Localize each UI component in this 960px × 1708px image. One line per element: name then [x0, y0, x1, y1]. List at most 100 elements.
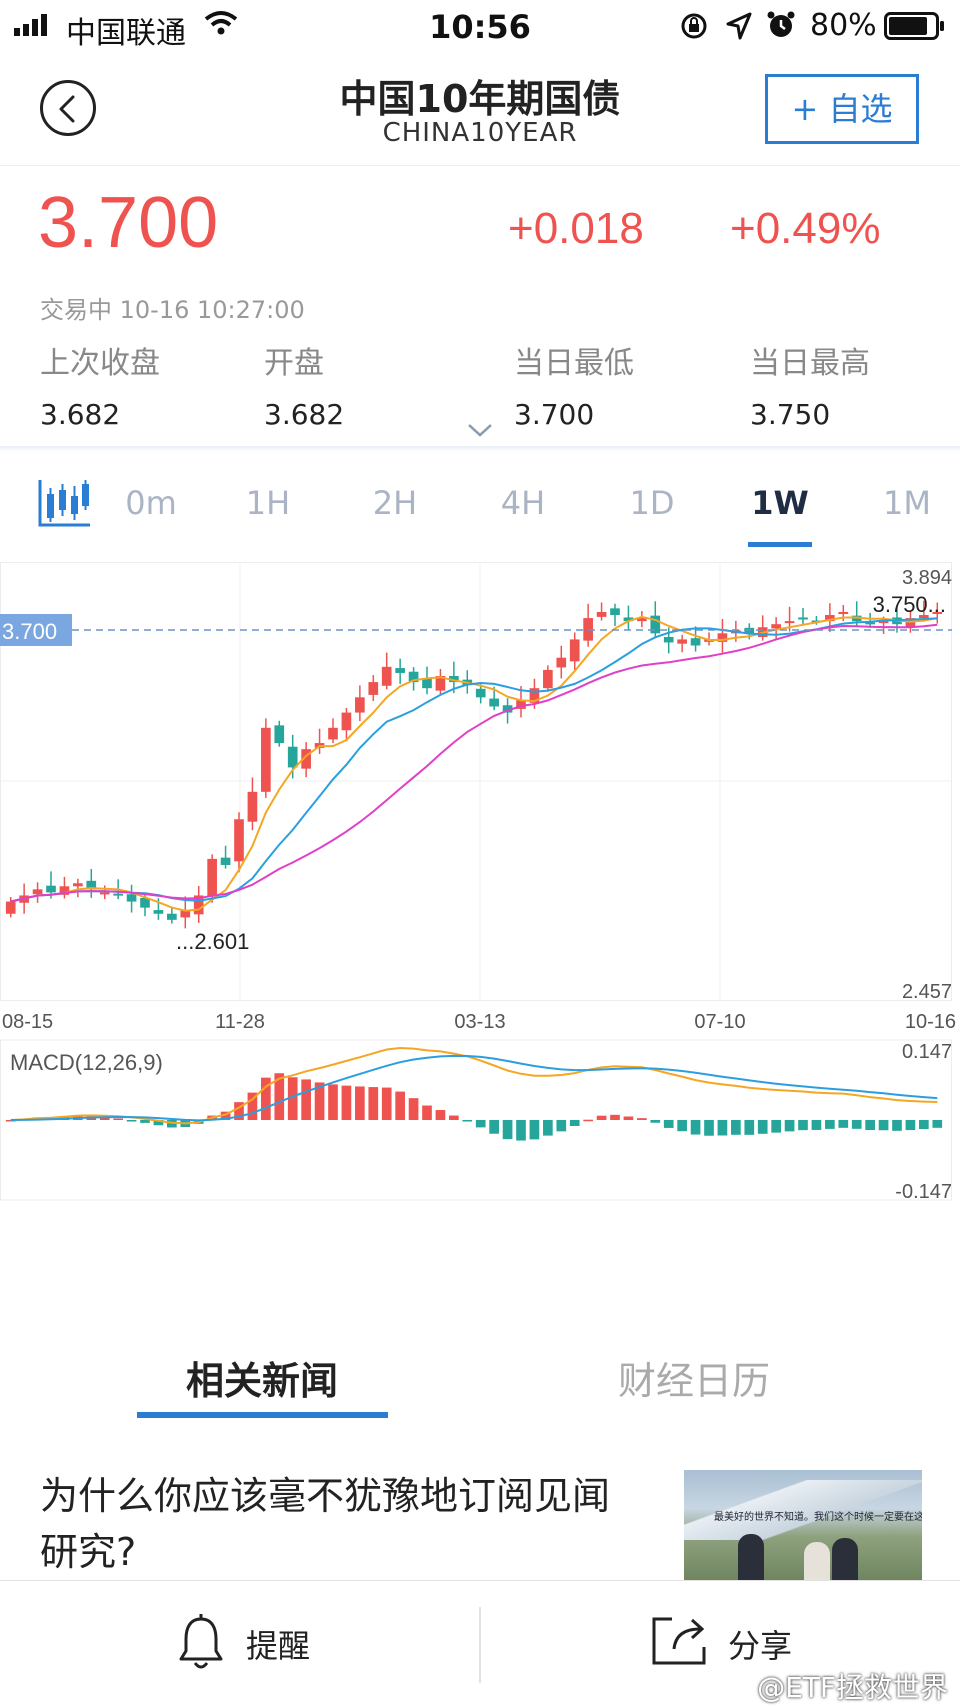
- macd-bar: [140, 1120, 150, 1123]
- macd-bar: [731, 1120, 741, 1135]
- macd-bar: [529, 1120, 540, 1140]
- add-to-watchlist-button[interactable]: + 自选: [765, 74, 919, 144]
- remind-label: 提醒: [246, 1627, 311, 1665]
- x-label: 03-13: [454, 1011, 505, 1033]
- macd-top-label: 0.147: [902, 1041, 952, 1063]
- macd-dif-line: [10, 1046, 938, 1125]
- macd-bar: [395, 1091, 405, 1120]
- macd-bar: [784, 1120, 795, 1132]
- candle-body: [355, 697, 365, 713]
- macd-bar: [717, 1120, 728, 1136]
- carrier-name: 中国联通: [66, 16, 186, 51]
- candle-body: [865, 622, 875, 625]
- macd-bar: [610, 1114, 620, 1120]
- candle-body: [86, 880, 97, 890]
- stat-day-low: 当日最低 3.700: [514, 338, 634, 431]
- chevron-down-icon[interactable]: [466, 422, 494, 438]
- macd-bar: [153, 1120, 164, 1126]
- macd-lines: [10, 1046, 938, 1125]
- bottom-toolbar: 提醒 分享: [0, 1580, 960, 1708]
- macd-histogram: [5, 1073, 943, 1141]
- macd-bar: [113, 1118, 123, 1120]
- macd-border: [0, 1039, 952, 1201]
- active-tab-indicator: [748, 542, 812, 547]
- candles: [5, 600, 943, 929]
- macd-bar: [516, 1120, 526, 1141]
- macd-bar: [234, 1102, 244, 1120]
- current-price-tag: [0, 614, 72, 646]
- candle-body: [475, 688, 486, 698]
- chart-canvas: 3.700 3.894 3.750... ...2.601 2.457 08-1…: [0, 562, 956, 1203]
- tab-2h[interactable]: 2H: [372, 484, 418, 522]
- candle-body: [167, 913, 177, 920]
- tab-4h[interactable]: 4H: [500, 484, 546, 522]
- thumbnail-caption: 最美好的世界不知道。我们这个时候一定要在这边好好。: [714, 1512, 922, 1523]
- macd-dea-line: [10, 1054, 938, 1122]
- macd-bar: [932, 1120, 943, 1128]
- macd-bar: [851, 1120, 862, 1129]
- news-item[interactable]: 为什么你应该毫不犹豫地订阅见闻研究? 最美好的世界不知道。我们这个时候一定要在这…: [0, 1450, 960, 1580]
- tab-1m[interactable]: 1M: [883, 484, 931, 522]
- candle-body: [32, 889, 43, 895]
- stat-label: 当日最高: [750, 346, 870, 381]
- macd-bar: [247, 1092, 258, 1120]
- location-icon: [726, 12, 752, 40]
- candle-body: [919, 615, 929, 619]
- stat-label: 开盘: [264, 346, 324, 381]
- macd-bar: [274, 1073, 285, 1120]
- clock: 10:56: [429, 8, 531, 46]
- candle-body: [663, 636, 674, 643]
- candle-body: [932, 611, 943, 614]
- candle-body: [99, 892, 110, 895]
- macd-bar: [892, 1120, 902, 1131]
- tab-related-news[interactable]: 相关新闻: [186, 1359, 339, 1403]
- stat-day-high: 当日最高 3.750: [750, 338, 870, 431]
- signal-icon: [14, 14, 47, 36]
- macd-bar: [663, 1120, 674, 1128]
- stat-value: 3.750: [750, 398, 831, 431]
- x-label: 07-10: [694, 1011, 745, 1033]
- candle-body: [489, 698, 499, 707]
- tab-1d[interactable]: 1D: [629, 484, 675, 522]
- macd-bar: [287, 1077, 298, 1120]
- news-headline[interactable]: 为什么你应该毫不犹豫地订阅见闻研究?: [40, 1474, 611, 1574]
- tab-economic-calendar[interactable]: 财经日历: [618, 1359, 771, 1403]
- tab-1w[interactable]: 1W: [751, 484, 809, 522]
- macd-bar: [825, 1120, 835, 1129]
- candle-body: [395, 668, 405, 673]
- bell-icon: [179, 1614, 223, 1669]
- alarm-icon: [767, 11, 795, 37]
- macd-bar: [757, 1120, 768, 1134]
- price-change-percent: +0.49%: [730, 204, 881, 253]
- macd-bar: [905, 1120, 916, 1131]
- candle-body: [677, 639, 687, 644]
- share-icon: [652, 1617, 706, 1665]
- macd-bar: [744, 1120, 755, 1135]
- macd-bar: [543, 1120, 553, 1136]
- candlestick-chart-icon[interactable]: [38, 478, 92, 528]
- macd-bottom-label: -0.147: [895, 1181, 952, 1203]
- macd-bar: [328, 1084, 338, 1120]
- candle-body: [771, 624, 781, 629]
- back-button[interactable]: [40, 80, 96, 136]
- macd-bar: [475, 1120, 486, 1128]
- price-chart[interactable]: 3.700 3.894 3.750... ...2.601 2.457 08-1…: [0, 562, 960, 1312]
- current-price: 3.700: [38, 183, 219, 263]
- candle-body: [5, 901, 16, 914]
- candle-body: [838, 611, 849, 614]
- candle-body: [153, 910, 164, 914]
- tab-1h[interactable]: 1H: [245, 484, 291, 522]
- candle-body: [328, 727, 338, 740]
- stat-label: 上次收盘: [40, 346, 160, 381]
- ma-line-20: [10, 623, 938, 903]
- candle-body: [46, 885, 56, 893]
- candle-body: [516, 700, 526, 709]
- candle-body: [878, 621, 889, 624]
- candle-body: [301, 749, 311, 769]
- tab-0m[interactable]: 0m: [125, 484, 177, 522]
- candle-body: [341, 712, 352, 731]
- macd-bar: [650, 1120, 661, 1123]
- y-min-label: 2.457: [902, 981, 952, 1003]
- news-thumbnail[interactable]: 最美好的世界不知道。我们这个时候一定要在这边好好。: [684, 1470, 922, 1580]
- candle-body: [637, 618, 647, 622]
